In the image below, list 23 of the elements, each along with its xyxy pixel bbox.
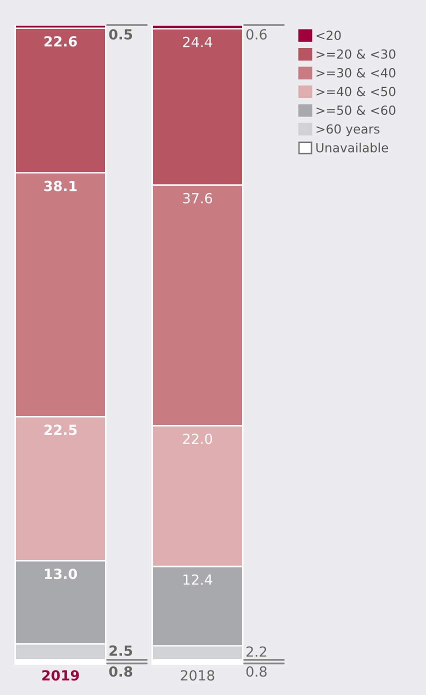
data-label: 12.4 [184, 574, 212, 585]
data-label: 0.5 [109, 29, 132, 40]
data-label: 38.1 [44, 180, 77, 192]
legend-label: >60 years [316, 124, 380, 136]
x-tick-label: 2019 [42, 670, 79, 681]
data-label: 13.0 [44, 568, 77, 580]
legend-label: >=30 & <40 [316, 68, 396, 78]
data-label: 2.2 [246, 646, 266, 657]
legend-label: >=50 & <60 [316, 105, 396, 115]
legend-label: >=40 & <50 [316, 86, 396, 96]
data-label: 0.6 [246, 29, 267, 40]
legend-label: >=20 & <30 [316, 49, 396, 59]
data-label: 22.0 [183, 434, 212, 444]
data-label: 24.4 [183, 36, 212, 48]
x-tick-label: 2018 [180, 670, 214, 681]
data-label: 0.8 [109, 666, 132, 677]
data-label: 37.6 [183, 192, 212, 204]
data-label: 2.5 [110, 645, 132, 656]
data-label: 22.6 [44, 36, 77, 47]
data-label: 0.8 [246, 666, 267, 677]
legend-label: <20 [316, 30, 341, 40]
data-label: 22.5 [44, 424, 77, 436]
legend-label: Unavailable [316, 142, 388, 152]
